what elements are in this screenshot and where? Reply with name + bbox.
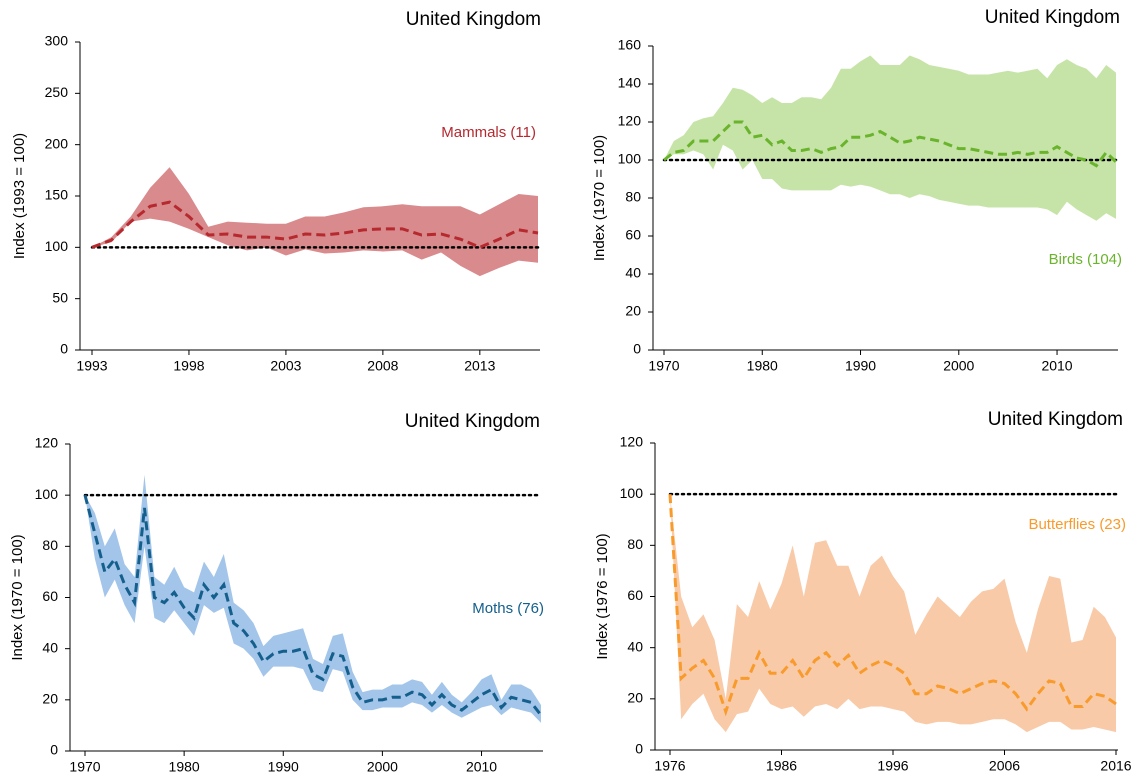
- y-tick-label: 60: [627, 587, 643, 603]
- y-tick-label: 140: [618, 75, 642, 91]
- x-tick-label: 2008: [367, 358, 398, 374]
- x-tick-label: 2016: [1100, 758, 1131, 774]
- series-label: Mammals (11): [441, 124, 536, 141]
- y-tick-label: 150: [45, 187, 69, 203]
- confidence-band: [92, 167, 538, 277]
- chart-title: United Kingdom: [988, 409, 1123, 430]
- x-tick-label: 1990: [268, 759, 299, 775]
- y-axis-label: Index (1976 = 100): [594, 533, 611, 659]
- y-axis-label: Index (1970 = 100): [9, 534, 26, 660]
- y-tick-label: 60: [625, 227, 641, 243]
- chart-title: United Kingdom: [406, 9, 541, 30]
- x-tick-label: 1990: [845, 358, 876, 374]
- y-tick-label: 20: [625, 303, 641, 319]
- y-tick-label: 50: [52, 289, 68, 305]
- x-tick-label: 1980: [169, 759, 200, 775]
- y-tick-label: 60: [42, 588, 58, 604]
- x-tick-label: 1993: [76, 358, 107, 374]
- chart-panel: United Kingdom Index (1993 = 100) Mammals …: [11, 9, 541, 374]
- x-tick-label: 1970: [648, 358, 679, 374]
- y-tick-label: 40: [625, 265, 641, 281]
- y-axis-label: Index (1970 = 100): [591, 135, 608, 261]
- chart-panel: United Kingdom Index (1970 = 100) Birds (1…: [591, 7, 1122, 374]
- x-tick-label: 1998: [173, 358, 204, 374]
- x-tick-label: 1980: [747, 358, 778, 374]
- series-label: Birds (104): [1049, 251, 1122, 268]
- y-tick-label: 80: [42, 537, 58, 553]
- series-label: Butterflies (23): [1028, 516, 1126, 533]
- y-tick-label: 0: [635, 741, 643, 757]
- series-label: Moths (76): [472, 600, 544, 617]
- x-tick-label: 2000: [943, 358, 974, 374]
- index-line: [83, 494, 543, 717]
- x-tick-label: 2006: [989, 758, 1020, 774]
- index-line: [668, 494, 1117, 717]
- y-tick-label: 120: [35, 435, 59, 451]
- y-tick-label: 80: [627, 536, 643, 552]
- chart-title: United Kingdom: [985, 7, 1120, 28]
- chart-title: United Kingdom: [405, 411, 540, 432]
- y-tick-label: 20: [627, 690, 643, 706]
- y-tick-label: 0: [60, 341, 68, 357]
- y-tick-label: 100: [620, 485, 644, 501]
- y-tick-label: 100: [618, 151, 642, 167]
- x-tick-label: 1976: [654, 758, 685, 774]
- x-tick-label: 2003: [270, 358, 301, 374]
- index-line: [91, 200, 539, 249]
- index-line: [663, 120, 1118, 168]
- chart-panel: United Kingdom Index (1970 = 100) Moths (7…: [9, 411, 544, 775]
- confidence-band: [664, 55, 1116, 221]
- y-tick-label: 80: [625, 189, 641, 205]
- x-tick-label: 2010: [466, 759, 497, 775]
- y-tick-label: 200: [45, 135, 69, 151]
- y-tick-label: 40: [42, 639, 58, 655]
- chart-panel: United Kingdom Index (1976 = 100) Butterfl…: [594, 409, 1132, 774]
- x-tick-label: 1970: [69, 759, 100, 775]
- x-tick-label: 2000: [367, 759, 398, 775]
- y-axis-label: Index (1993 = 100): [11, 133, 28, 259]
- x-tick-label: 2010: [1041, 358, 1072, 374]
- y-tick-label: 40: [627, 638, 643, 654]
- y-tick-label: 250: [45, 84, 69, 100]
- x-tick-label: 2013: [464, 358, 495, 374]
- y-tick-label: 300: [45, 33, 69, 49]
- y-tick-label: 0: [50, 742, 58, 758]
- y-tick-label: 20: [42, 691, 58, 707]
- y-tick-label: 100: [45, 238, 69, 254]
- y-tick-label: 0: [633, 341, 641, 357]
- x-tick-label: 1996: [877, 758, 908, 774]
- y-tick-label: 120: [618, 113, 642, 129]
- y-tick-label: 100: [35, 486, 59, 502]
- y-tick-label: 160: [618, 37, 642, 53]
- x-tick-label: 1986: [766, 758, 797, 774]
- y-tick-label: 120: [620, 434, 644, 450]
- confidence-band: [85, 474, 541, 723]
